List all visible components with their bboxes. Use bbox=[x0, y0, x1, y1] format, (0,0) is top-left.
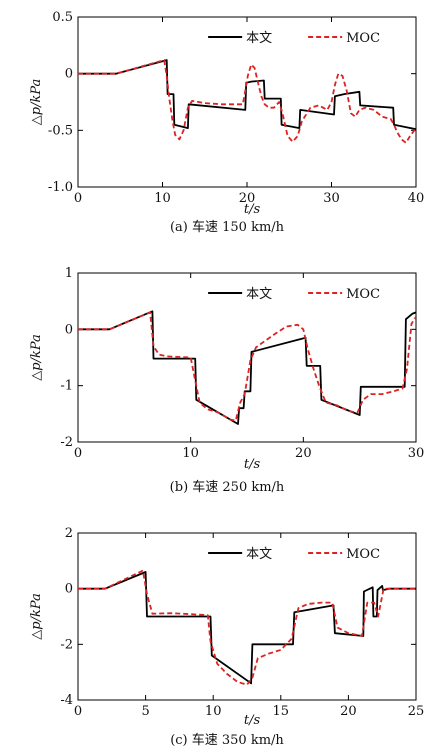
chart-panel-0: 0 10 20 30 40 0.5 0 -0.5 -1.0 本文 MOC t/s △p/kPa (a) 车… bbox=[29, 10, 424, 235]
x-tick-label: 40 bbox=[408, 191, 425, 206]
x-tick-label: 15 bbox=[273, 704, 290, 719]
y-tick-label: -0.5 bbox=[48, 123, 73, 138]
y-axis-label: △p/kPa bbox=[29, 79, 44, 126]
y-tick-label: 0 bbox=[65, 322, 73, 337]
x-tick-label: 0 bbox=[74, 704, 82, 719]
plot-frame bbox=[77, 532, 417, 701]
series-line-moc bbox=[78, 569, 416, 686]
y-tick-label: 1 bbox=[65, 266, 73, 281]
y-tick-label: 2 bbox=[65, 526, 73, 541]
y-tick-label: -2 bbox=[60, 637, 73, 652]
plot-frame bbox=[77, 272, 417, 443]
y-axis-label: △p/kPa bbox=[29, 334, 44, 381]
plot-area bbox=[78, 310, 416, 425]
y-tick-label: 0 bbox=[65, 67, 73, 82]
plot-area bbox=[78, 569, 416, 686]
panel-caption: (c) 车速 350 km/h bbox=[170, 732, 284, 748]
series-line-benwen bbox=[78, 571, 416, 685]
x-tick-label: 5 bbox=[141, 704, 149, 719]
x-tick-label: 30 bbox=[323, 191, 340, 206]
y-tick-label: 0.5 bbox=[52, 10, 73, 25]
legend-label: 本文 bbox=[246, 287, 272, 302]
y-tick-label: -1.0 bbox=[48, 180, 73, 195]
legend-label: MOC bbox=[346, 547, 380, 562]
series-line-moc bbox=[78, 311, 416, 422]
x-axis-label: t/s bbox=[244, 713, 261, 728]
legend-label: MOC bbox=[346, 31, 380, 46]
y-tick-label: -2 bbox=[60, 435, 73, 450]
series-line-benwen bbox=[78, 310, 416, 425]
legend-label: 本文 bbox=[246, 547, 272, 562]
x-tick-label: 0 bbox=[74, 191, 82, 206]
x-tick-label: 10 bbox=[205, 704, 222, 719]
x-tick-label: 20 bbox=[340, 704, 357, 719]
y-tick-label: 0 bbox=[65, 582, 73, 597]
y-tick-label: -4 bbox=[60, 693, 73, 708]
x-tick-label: 10 bbox=[154, 191, 171, 206]
x-tick-label: 20 bbox=[295, 446, 312, 461]
y-axis-label: △p/kPa bbox=[29, 593, 44, 640]
series-line-moc bbox=[78, 59, 416, 144]
x-tick-label: 0 bbox=[74, 446, 82, 461]
legend-label: 本文 bbox=[246, 31, 272, 46]
x-tick-label: 30 bbox=[408, 446, 425, 461]
plot-area bbox=[78, 59, 416, 144]
series-line-benwen bbox=[78, 59, 416, 131]
x-axis-label: t/s bbox=[244, 202, 261, 217]
x-tick-label: 25 bbox=[408, 704, 425, 719]
x-axis-label: t/s bbox=[244, 457, 261, 472]
x-tick-label: 10 bbox=[182, 446, 199, 461]
legend-label: MOC bbox=[346, 287, 380, 302]
x-tick-label: 20 bbox=[239, 191, 256, 206]
y-tick-label: -1 bbox=[60, 379, 73, 394]
panel-caption: (b) 车速 250 km/h bbox=[170, 479, 285, 495]
panel-caption: (a) 车速 150 km/h bbox=[170, 219, 285, 235]
